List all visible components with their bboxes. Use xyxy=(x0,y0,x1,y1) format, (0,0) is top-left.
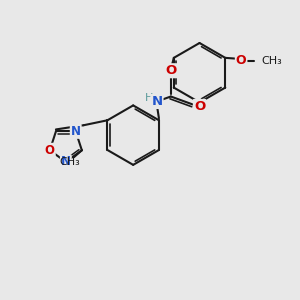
Text: N: N xyxy=(71,125,81,138)
Text: O: O xyxy=(45,144,55,157)
Text: O: O xyxy=(236,54,246,67)
Text: O: O xyxy=(165,64,176,77)
Text: CH₃: CH₃ xyxy=(60,157,80,167)
Text: H: H xyxy=(145,94,153,103)
Text: O: O xyxy=(194,100,205,113)
Text: N: N xyxy=(152,95,163,108)
Text: CH₃: CH₃ xyxy=(261,56,282,66)
Text: N: N xyxy=(61,155,71,168)
